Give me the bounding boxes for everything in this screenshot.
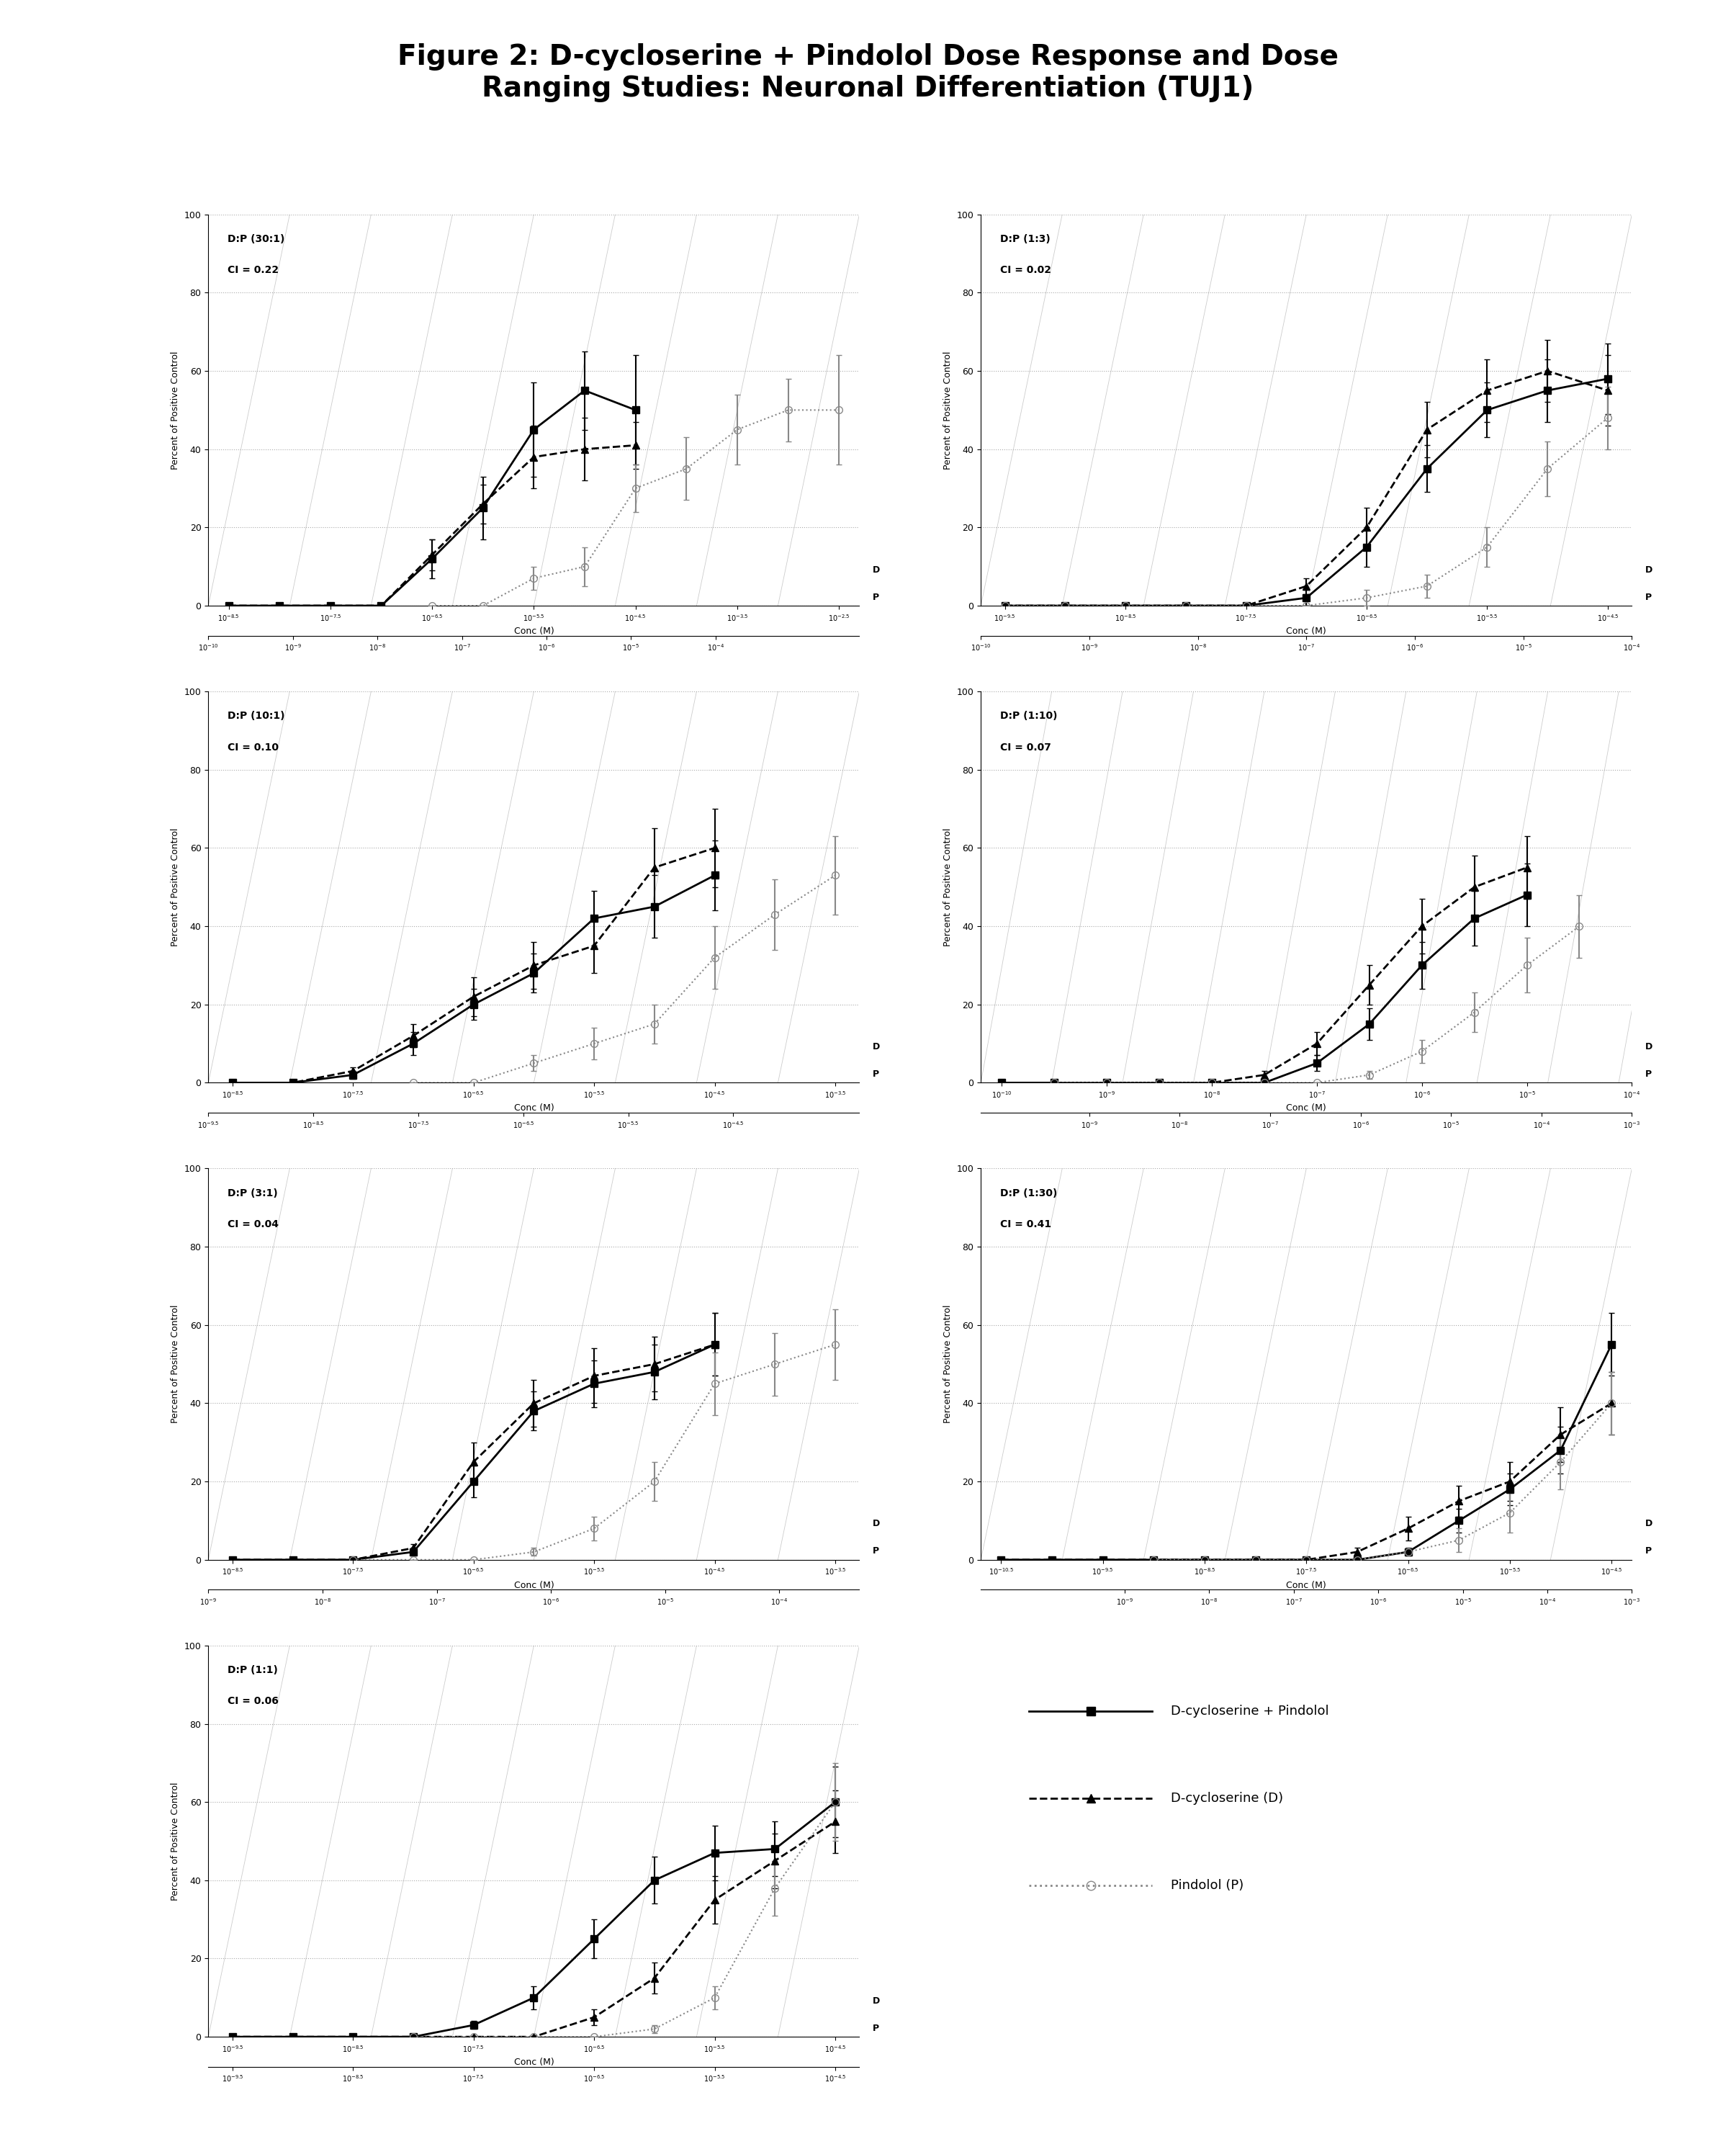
Y-axis label: Percent of Positive Control: Percent of Positive Control [170,1306,181,1424]
Text: P: P [871,1070,878,1078]
X-axis label: Conc (M): Conc (M) [514,626,554,637]
Y-axis label: Percent of Positive Control: Percent of Positive Control [170,1782,181,1900]
Text: D: D [871,1042,880,1051]
Text: D: D [1646,1042,1653,1051]
X-axis label: Conc (M): Conc (M) [1286,1580,1326,1591]
Text: D:P (1:30): D:P (1:30) [1000,1188,1057,1198]
Text: P: P [871,2024,878,2033]
Text: D: D [1646,1520,1653,1529]
Text: P: P [1646,1546,1651,1557]
Text: P: P [1646,592,1651,602]
Text: D:P (1:10): D:P (1:10) [1000,712,1057,720]
Text: CI = 0.06: CI = 0.06 [227,1696,279,1707]
Y-axis label: Percent of Positive Control: Percent of Positive Control [943,1306,953,1424]
Text: D: D [871,1520,880,1529]
Text: D: D [871,1996,880,2005]
Y-axis label: Percent of Positive Control: Percent of Positive Control [943,352,953,470]
X-axis label: Conc (M): Conc (M) [1286,1104,1326,1113]
X-axis label: Conc (M): Conc (M) [514,1580,554,1591]
Text: CI = 0.22: CI = 0.22 [227,266,279,274]
Text: D-cycloserine + Pindolol: D-cycloserine + Pindolol [1170,1704,1328,1717]
Y-axis label: Percent of Positive Control: Percent of Positive Control [170,352,181,470]
Text: P: P [871,592,878,602]
Y-axis label: Percent of Positive Control: Percent of Positive Control [943,828,953,946]
Text: CI = 0.41: CI = 0.41 [1000,1220,1052,1229]
Text: D:P (10:1): D:P (10:1) [227,712,285,720]
Text: CI = 0.04: CI = 0.04 [227,1220,279,1229]
Text: Pindolol (P): Pindolol (P) [1170,1878,1243,1891]
Text: D:P (3:1): D:P (3:1) [227,1188,278,1198]
Text: Figure 2: D-cycloserine + Pindolol Dose Response and Dose
Ranging Studies: Neuro: Figure 2: D-cycloserine + Pindolol Dose … [398,43,1338,103]
Text: D-cycloserine (D): D-cycloserine (D) [1170,1792,1283,1805]
X-axis label: Conc (M): Conc (M) [514,2058,554,2067]
Text: P: P [1646,1070,1651,1078]
Text: CI = 0.02: CI = 0.02 [1000,266,1052,274]
Y-axis label: Percent of Positive Control: Percent of Positive Control [170,828,181,946]
Text: D:P (30:1): D:P (30:1) [227,234,285,244]
X-axis label: Conc (M): Conc (M) [1286,626,1326,637]
Text: D:P (1:3): D:P (1:3) [1000,234,1050,244]
Text: D:P (1:1): D:P (1:1) [227,1666,278,1674]
X-axis label: Conc (M): Conc (M) [514,1104,554,1113]
Text: CI = 0.07: CI = 0.07 [1000,742,1052,753]
Text: D: D [1646,566,1653,575]
Text: P: P [871,1546,878,1557]
Text: D: D [871,566,880,575]
Text: CI = 0.10: CI = 0.10 [227,742,279,753]
